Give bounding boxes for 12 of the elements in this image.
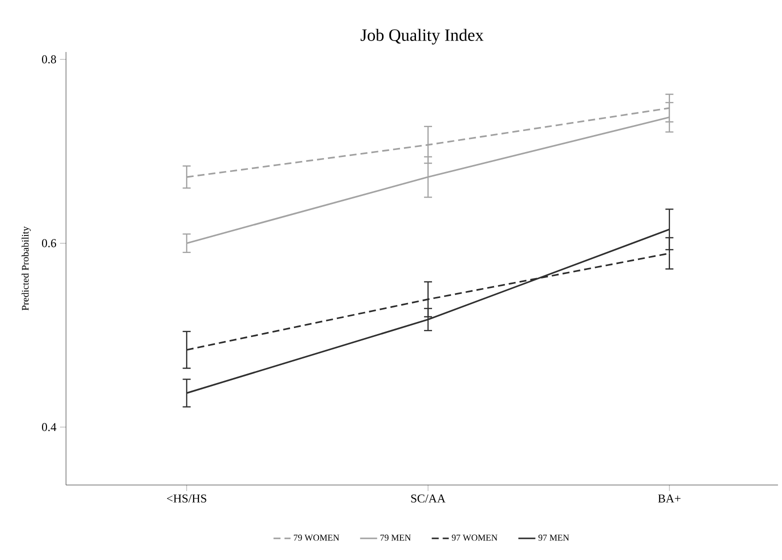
y-tick-label: 0.8 <box>42 55 56 64</box>
legend-label: 79 WOMEN <box>294 534 340 541</box>
chart-title: Job Quality Index <box>360 28 484 44</box>
y-axis-title: Predicted Probability <box>22 226 31 310</box>
x-tick-label: SC/AA <box>411 494 446 503</box>
x-tick-label: <HS/HS <box>166 494 206 503</box>
legend-label: 97 WOMEN <box>452 534 498 541</box>
legend-label: 79 MEN <box>380 534 411 541</box>
y-tick-label: 0.4 <box>42 423 56 432</box>
x-tick-label: BA+ <box>658 494 680 502</box>
legend-label: 97 MEN <box>538 534 570 541</box>
y-tick-label: 0.6 <box>42 239 56 248</box>
